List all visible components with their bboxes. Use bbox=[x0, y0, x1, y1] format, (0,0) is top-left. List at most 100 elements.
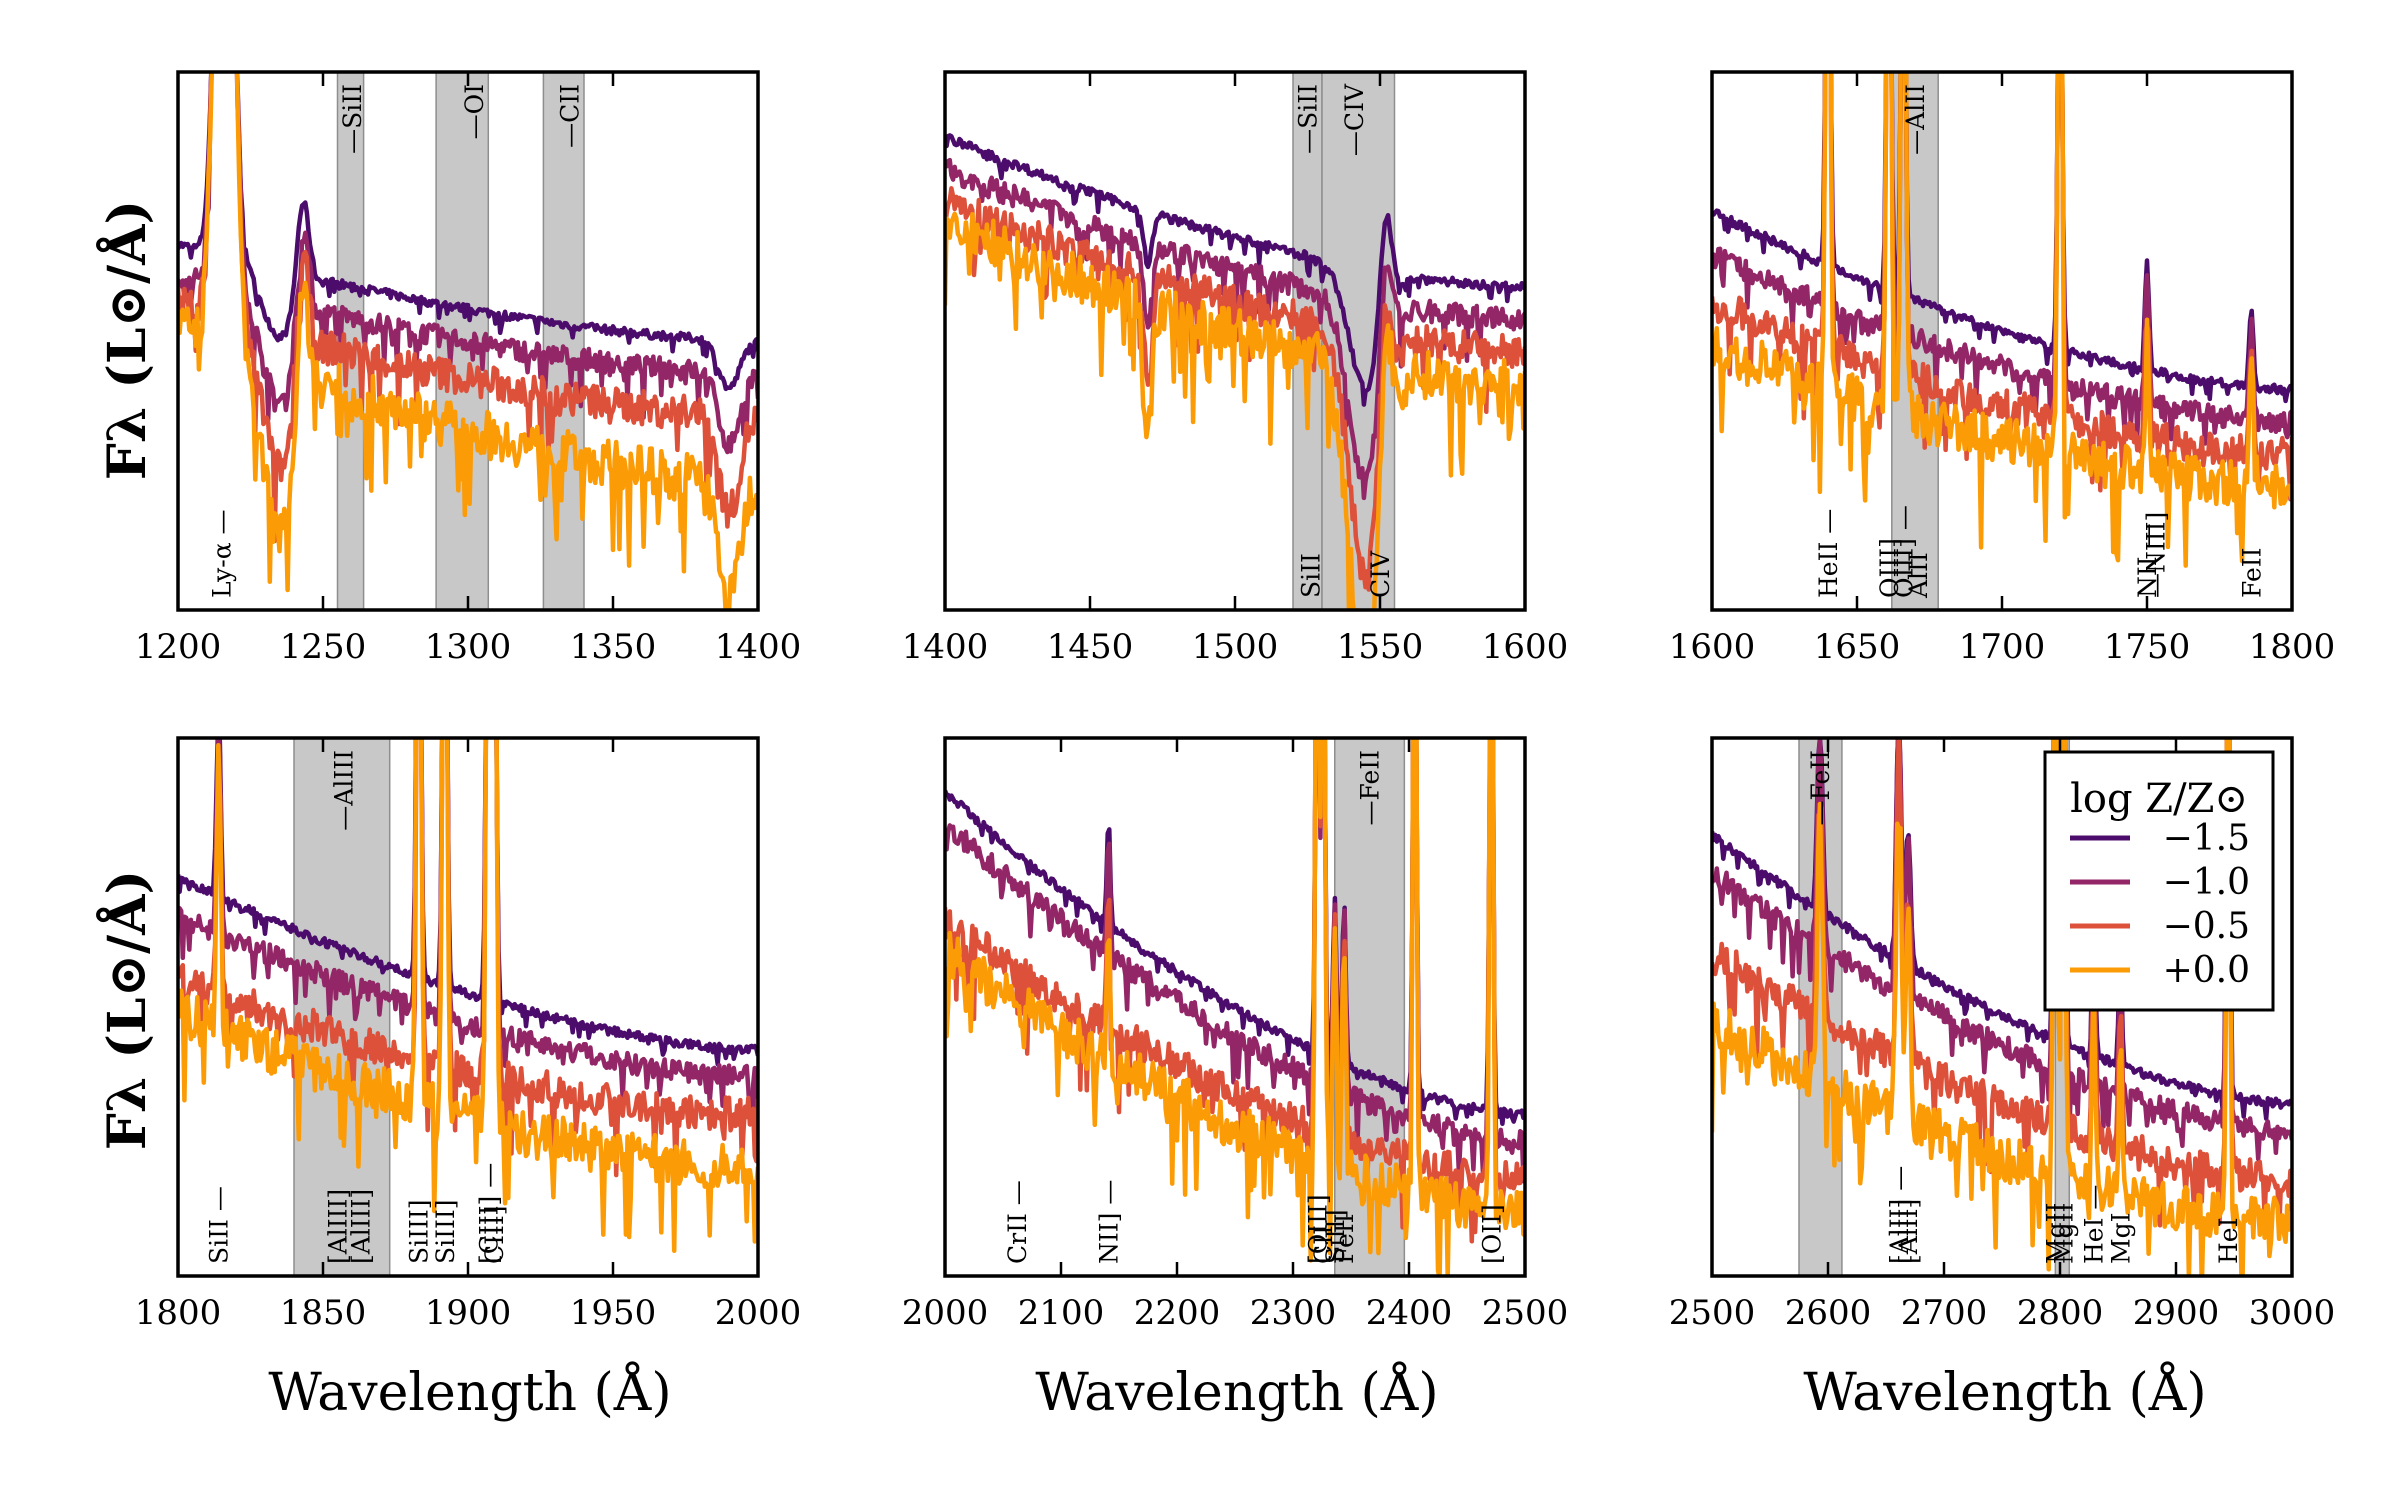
plot-frame bbox=[1710, 736, 2294, 1278]
spectra-lines bbox=[178, 738, 758, 1253]
x-tick-label: 2000 bbox=[715, 1293, 802, 1333]
x-tick-label: 2000 bbox=[902, 1293, 989, 1333]
y-axis-label-bottom-row: Fλ (L⊙/Å) bbox=[96, 870, 158, 1150]
x-axis-label-right: Wavelength (Å) bbox=[1803, 1361, 2206, 1423]
spectrum-line bbox=[945, 157, 1525, 501]
line-annotation-top: —SiII bbox=[1294, 84, 1323, 154]
spectrum-line bbox=[178, 738, 758, 1067]
panel-1: 1200 1250 1300 1350 1400 —SiII —OI —CII Ly-α — bbox=[135, 70, 802, 667]
line-annotation-top: —SiII bbox=[338, 84, 367, 154]
legend-entry-label: −0.5 bbox=[2163, 906, 2250, 947]
absorption-band bbox=[542, 71, 585, 611]
x-tick-label: 1200 bbox=[135, 627, 222, 667]
x-tick-label: 1400 bbox=[715, 627, 802, 667]
x-axis-label-left: Wavelength (Å) bbox=[268, 1361, 671, 1423]
x-tick-label: 1800 bbox=[2249, 627, 2336, 667]
x-tick-label: 1650 bbox=[1814, 627, 1901, 667]
line-annotation-bottom: MgI bbox=[2106, 1213, 2135, 1264]
x-tick-label: 2100 bbox=[1018, 1293, 1105, 1333]
x-tick-label: 1300 bbox=[425, 627, 512, 667]
panel-5: 2000 2100 2200 2300 2400 2500 —FeII CrII — NII] … bbox=[902, 736, 1568, 1333]
line-annotation-bottom: [OII] bbox=[1477, 1204, 1506, 1264]
spectra-lines bbox=[1712, 72, 2292, 568]
x-tick-label: 2500 bbox=[1669, 1293, 1756, 1333]
legend-title: log Z/Z⊙ bbox=[2070, 776, 2248, 822]
line-annotation-top: —CIV bbox=[1340, 83, 1369, 156]
spectrum-line bbox=[945, 738, 1525, 1276]
x-tick-label: 1950 bbox=[570, 1293, 657, 1333]
line-annotation-bottom: SiII — bbox=[205, 1186, 234, 1264]
spectrum-line bbox=[178, 72, 758, 392]
line-annotation-bottom: NII — bbox=[2133, 523, 2162, 598]
legend-entry-label: +0.0 bbox=[2163, 950, 2250, 991]
line-annotation-bottom: HeI bbox=[2214, 1218, 2243, 1264]
spectrum-line bbox=[945, 211, 1525, 610]
x-tick-label: 1250 bbox=[280, 627, 367, 667]
x-tick-label: 1850 bbox=[280, 1293, 367, 1333]
spectra-lines bbox=[178, 72, 758, 610]
plot-frame bbox=[1710, 70, 2294, 612]
x-tick-label: 1550 bbox=[1337, 627, 1424, 667]
x-tick-label: 1800 bbox=[135, 1293, 222, 1333]
legend-entry-label: −1.0 bbox=[2163, 862, 2250, 903]
x-tick-label: 3000 bbox=[2249, 1293, 2336, 1333]
line-annotation-bottom: FeII bbox=[1330, 1213, 1359, 1264]
spectrum-line bbox=[178, 72, 758, 455]
legend-entry-label: −1.5 bbox=[2163, 818, 2250, 859]
x-tick-label: 1600 bbox=[1669, 627, 1756, 667]
panel-2: 1400 1450 1500 1550 1600 —SiII —CIV SiII CIV bbox=[902, 70, 1569, 667]
line-annotation-bottom: [AlIII] bbox=[347, 1189, 376, 1264]
line-annotation-bottom: MgII bbox=[2049, 1203, 2078, 1264]
x-tick-label: 2800 bbox=[2017, 1293, 2104, 1333]
x-tick-label: 2600 bbox=[1785, 1293, 1872, 1333]
x-tick-label: 1450 bbox=[1047, 627, 1134, 667]
spectrum-line bbox=[1712, 738, 2292, 1121]
spectrum-line bbox=[178, 738, 758, 1126]
line-annotation-bottom: [AlII] — bbox=[1885, 1166, 1914, 1264]
x-tick-label: 1600 bbox=[1482, 627, 1569, 667]
y-axis-label-top-row: Fλ (L⊙/Å) bbox=[96, 200, 158, 480]
panel-3: 1600 1650 1700 1750 1800 —AlII HeII — OIII]OIII… bbox=[1669, 70, 2336, 667]
spectrum-line bbox=[1712, 72, 2292, 404]
spectrum-line bbox=[945, 738, 1525, 1184]
x-tick-label: 2300 bbox=[1250, 1293, 1337, 1333]
x-tick-label: 1900 bbox=[425, 1293, 512, 1333]
line-annotation-top: —CII bbox=[556, 84, 585, 148]
line-annotation-bottom: CIII] bbox=[480, 1205, 509, 1264]
line-annotation-bottom: [CIII] — bbox=[474, 1163, 503, 1264]
line-annotation-bottom: —NIII] bbox=[2142, 512, 2171, 598]
spectrum-line bbox=[1712, 72, 2292, 446]
panel-6: 2500 2600 2700 2800 2900 3000 —FeII [AlII] —[Al… bbox=[1669, 736, 2336, 1333]
spectrum-line bbox=[1712, 738, 2292, 1235]
line-annotation-bottom: OIII] — bbox=[1889, 505, 1918, 598]
line-annotation-bottom: CrII — bbox=[1003, 1180, 1032, 1264]
line-annotation-top: —FeII bbox=[1806, 750, 1835, 826]
spectrum-line bbox=[945, 738, 1525, 1127]
line-annotation-bottom: SiIII] bbox=[405, 1199, 434, 1264]
spectrum-line bbox=[1712, 72, 2292, 568]
line-annotation-bottom: CII bbox=[1309, 1225, 1338, 1264]
x-tick-label: 1750 bbox=[2104, 627, 2191, 667]
line-annotation-bottom: [OIII] bbox=[1303, 1194, 1332, 1264]
spectrum-line bbox=[945, 133, 1525, 407]
x-tick-label: 2200 bbox=[1134, 1293, 1221, 1333]
x-tick-label: 1700 bbox=[1959, 627, 2046, 667]
line-annotation-top: —OI bbox=[460, 84, 489, 139]
spectra-lines bbox=[945, 738, 1525, 1276]
spectrum-line bbox=[178, 72, 758, 610]
line-annotation-bottom: NII] — bbox=[1095, 1180, 1124, 1264]
line-annotation-bottom: [AlII] bbox=[1894, 1199, 1923, 1264]
spectrum-line bbox=[1712, 738, 2292, 1162]
line-annotation-bottom: FeII bbox=[2237, 547, 2266, 598]
spectrum-line bbox=[945, 738, 1525, 1244]
line-annotation-bottom: HeII — bbox=[1814, 509, 1843, 598]
line-annotation-bottom: HeI — bbox=[2080, 1185, 2109, 1264]
line-annotation-bottom: CIV bbox=[1366, 550, 1395, 598]
spectra-lines bbox=[1712, 738, 2292, 1276]
spectrum-line bbox=[178, 738, 758, 1253]
line-annotation-bottom: SiII bbox=[1296, 553, 1325, 598]
line-annotation-bottom: AlII bbox=[1904, 552, 1933, 599]
spectra-lines bbox=[945, 133, 1525, 610]
